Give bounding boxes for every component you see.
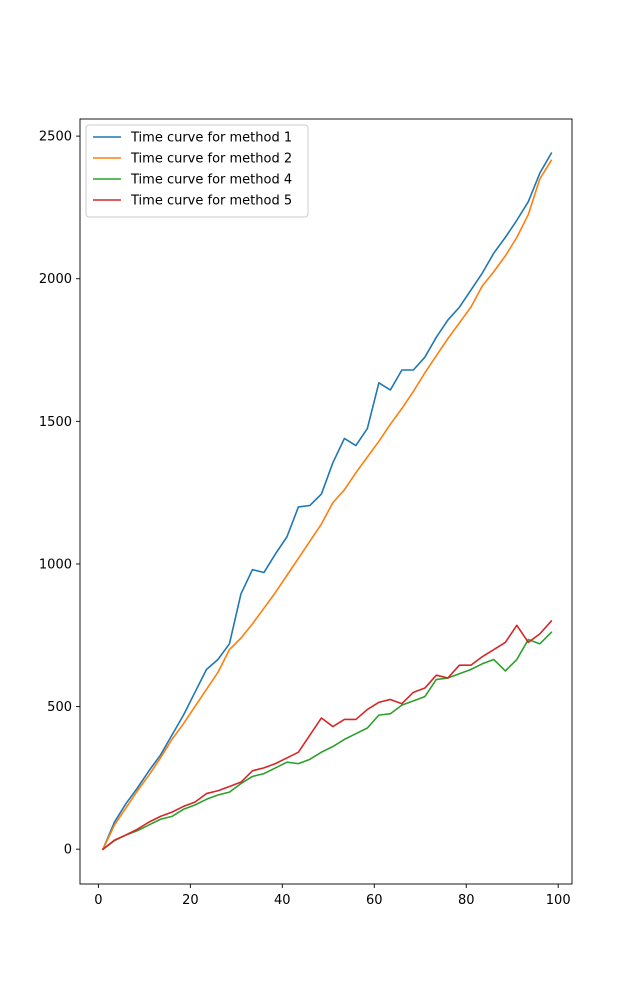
y-tick-label: 500 <box>47 700 72 715</box>
legend-label: Time curve for method 2 <box>130 152 292 167</box>
x-tick-label: 0 <box>94 893 102 908</box>
y-tick-label: 0 <box>64 843 72 858</box>
x-tick-label: 20 <box>182 893 199 908</box>
series-line-method-3 <box>101 631 553 851</box>
legend: Time curve for method 1 Time curve for me… <box>85 124 309 218</box>
y-axis: 0 500 1000 1500 2000 2500 <box>39 130 80 858</box>
series-line-method-4 <box>101 619 553 851</box>
legend-label: Time curve for method 5 <box>130 194 292 209</box>
legend-box <box>85 124 309 218</box>
plot-frame <box>79 118 573 885</box>
x-tick-label: 100 <box>546 893 571 908</box>
series-line-method-1 <box>101 152 553 851</box>
x-tick-label: 80 <box>458 893 475 908</box>
x-axis: 0 20 40 60 80 100 <box>94 884 571 908</box>
y-tick-label: 2500 <box>39 130 72 145</box>
y-tick-label: 1500 <box>39 415 72 430</box>
x-tick-label: 40 <box>274 893 291 908</box>
legend-label: Time curve for method 4 <box>130 173 292 188</box>
legend-label: Time curve for method 1 <box>130 131 292 146</box>
y-tick-label: 2000 <box>39 272 72 287</box>
series-line-method-2 <box>101 159 553 851</box>
y-tick-label: 1000 <box>39 557 72 572</box>
x-tick-label: 60 <box>366 893 383 908</box>
series-layer <box>101 152 553 851</box>
